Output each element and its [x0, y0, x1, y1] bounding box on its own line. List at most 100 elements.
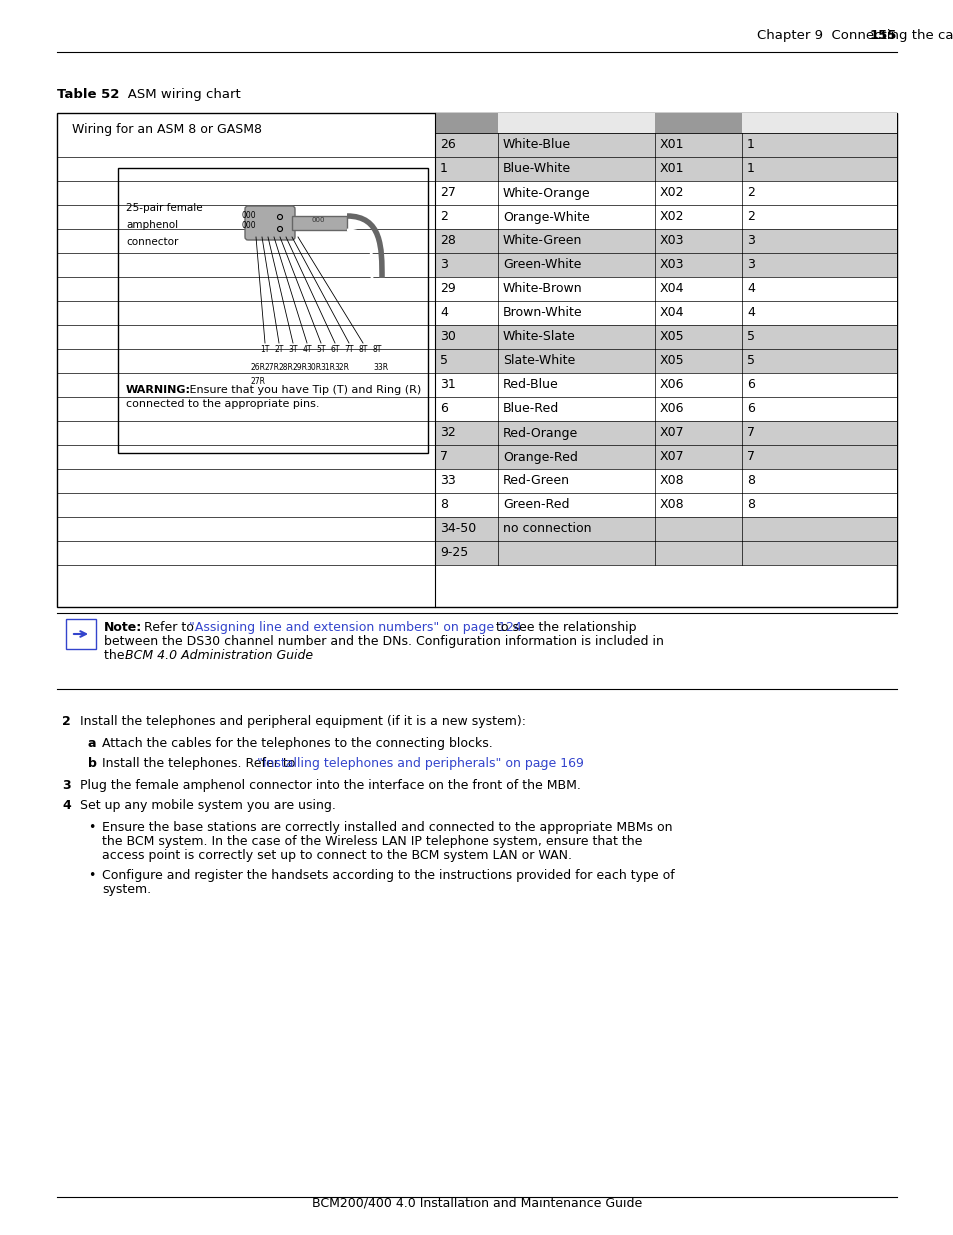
Text: 4: 4 [62, 799, 71, 811]
Text: White-Orange: White-Orange [502, 186, 590, 200]
Bar [435, 421, 896, 445]
Bar [435, 157, 896, 182]
Text: X03: X03 [659, 258, 684, 272]
Text: 6: 6 [439, 403, 447, 415]
Text: X06: X06 [659, 403, 684, 415]
Bar [655, 112, 741, 133]
Text: Ensure the base stations are correctly installed and connected to the appropriat: Ensure the base stations are correctly i… [102, 821, 672, 834]
Text: BCM200/400 4.0 Installation and Maintenance Guide: BCM200/400 4.0 Installation and Maintena… [312, 1197, 641, 1210]
Text: "Assigning line and extension numbers" on page 124: "Assigning line and extension numbers" o… [189, 621, 521, 634]
Text: 2T: 2T [274, 345, 283, 354]
Bar [741, 112, 896, 133]
Text: .: . [280, 650, 284, 662]
Text: WARNING:: WARNING: [126, 385, 191, 395]
Bar [118, 168, 428, 453]
Text: 32: 32 [439, 426, 456, 440]
Text: 9-25: 9-25 [439, 547, 468, 559]
Bar [435, 112, 497, 133]
Text: Chapter 9  Connecting the cables: Chapter 9 Connecting the cables [757, 28, 953, 42]
Text: 4: 4 [439, 306, 447, 320]
Text: 33: 33 [439, 474, 456, 488]
Bar [435, 133, 896, 157]
Text: 8: 8 [439, 499, 448, 511]
Text: 3: 3 [746, 235, 754, 247]
Bar [435, 301, 896, 325]
Text: X07: X07 [659, 451, 684, 463]
Text: 8T: 8T [358, 345, 367, 354]
Text: 31R: 31R [320, 363, 335, 372]
Text: 28: 28 [439, 235, 456, 247]
Text: Blue-Red: Blue-Red [502, 403, 558, 415]
Text: 5: 5 [746, 354, 754, 368]
Text: 26: 26 [439, 138, 456, 152]
Text: Brown-White: Brown-White [502, 306, 582, 320]
Text: Ensure that you have Tip (T) and Ring (R): Ensure that you have Tip (T) and Ring (R… [186, 385, 421, 395]
Text: Attach the cables for the telephones to the connecting blocks.: Attach the cables for the telephones to … [102, 737, 493, 750]
Text: X06: X06 [659, 378, 684, 391]
Text: 1T: 1T [260, 345, 270, 354]
Text: BCM 4.0 Administration Guide: BCM 4.0 Administration Guide [125, 650, 313, 662]
Text: 8: 8 [746, 499, 754, 511]
Text: 8: 8 [746, 474, 754, 488]
Text: 32R: 32R [335, 363, 349, 372]
Bar [435, 445, 896, 469]
Text: 2: 2 [439, 210, 447, 224]
Text: Red-Orange: Red-Orange [502, 426, 578, 440]
Text: X08: X08 [659, 474, 684, 488]
Bar [435, 205, 896, 228]
Bar [435, 541, 896, 564]
Text: 6: 6 [746, 403, 754, 415]
Text: •: • [88, 869, 95, 882]
Text: Green-Red: Green-Red [502, 499, 569, 511]
Text: 000: 000 [312, 217, 325, 224]
Bar [497, 112, 655, 133]
Text: 31: 31 [439, 378, 456, 391]
Text: X01: X01 [659, 163, 684, 175]
FancyBboxPatch shape [245, 206, 294, 240]
Text: 3: 3 [746, 258, 754, 272]
Bar [435, 253, 896, 277]
Text: 5: 5 [746, 331, 754, 343]
Text: 8T: 8T [373, 345, 382, 354]
Text: •: • [88, 821, 95, 834]
Text: X03: X03 [659, 235, 684, 247]
Text: Plug the female amphenol connector into the interface on the front of the MBM.: Plug the female amphenol connector into … [80, 779, 580, 792]
Bar [435, 228, 896, 253]
Text: 2: 2 [62, 715, 71, 727]
Text: Blue-White: Blue-White [502, 163, 571, 175]
Text: 000: 000 [242, 211, 256, 221]
Text: Wiring for an ASM 8 or GASM8: Wiring for an ASM 8 or GASM8 [71, 124, 262, 136]
Text: X02: X02 [659, 186, 684, 200]
Text: White-Green: White-Green [502, 235, 581, 247]
Text: Install the telephones. Refer to: Install the telephones. Refer to [102, 757, 299, 769]
Text: White-Brown: White-Brown [502, 283, 582, 295]
Text: X04: X04 [659, 306, 684, 320]
Text: 26R: 26R [251, 363, 265, 372]
Bar [435, 277, 896, 301]
Text: 000: 000 [242, 221, 256, 231]
Text: amphenol: amphenol [126, 220, 178, 230]
Text: .: . [538, 757, 542, 769]
Text: 7T: 7T [344, 345, 354, 354]
Text: X02: X02 [659, 210, 684, 224]
Text: Orange-Red: Orange-Red [502, 451, 578, 463]
Text: "Installing telephones and peripherals" on page 169: "Installing telephones and peripherals" … [256, 757, 583, 769]
Text: b: b [88, 757, 97, 769]
Text: access point is correctly set up to connect to the BCM system LAN or WAN.: access point is correctly set up to conn… [102, 848, 572, 862]
Text: 4T: 4T [302, 345, 312, 354]
Text: Install the telephones and peripheral equipment (if it is a new system):: Install the telephones and peripheral eq… [80, 715, 525, 727]
Text: 5: 5 [439, 354, 448, 368]
Bar [66, 619, 96, 650]
Text: White-Blue: White-Blue [502, 138, 571, 152]
Text: X05: X05 [659, 331, 684, 343]
Text: ASM wiring chart: ASM wiring chart [115, 88, 240, 101]
Text: 27R: 27R [251, 377, 265, 387]
Text: connected to the appropriate pins.: connected to the appropriate pins. [126, 399, 319, 409]
Text: 30R: 30R [306, 363, 321, 372]
Bar [435, 182, 896, 205]
Text: 2: 2 [746, 210, 754, 224]
Bar [435, 373, 896, 396]
Text: 1: 1 [439, 163, 447, 175]
Bar [57, 112, 896, 606]
Text: 27: 27 [439, 186, 456, 200]
